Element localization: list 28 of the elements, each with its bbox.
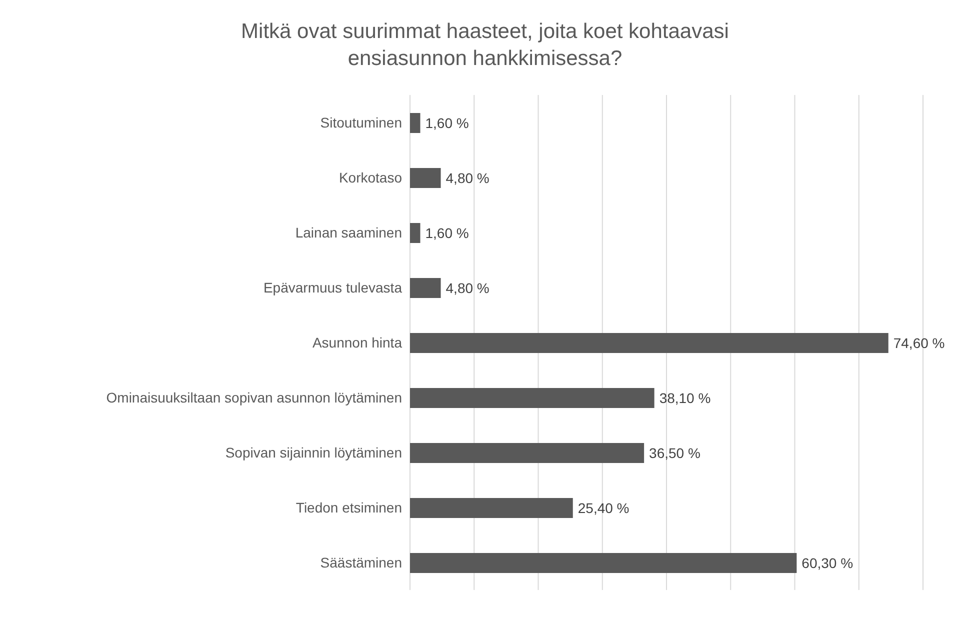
y-tick-label: Epävarmuus tulevasta [263,279,402,296]
y-tick-label: Säästäminen [320,554,402,570]
data-label: 38,10 % [659,390,711,406]
y-tick-label: Lainan saaminen [295,224,402,240]
y-tick-label: Sopivan sijainnin löytäminen [225,444,402,460]
bar [410,443,644,463]
bar [410,168,441,188]
data-label: 1,60 % [425,224,469,241]
y-tick-label: Tiedon etsiminen [296,499,402,516]
data-label: 4,80 % [446,170,490,186]
data-label: 74,60 % [893,334,945,351]
bar [410,388,654,408]
y-tick-label: Korkotaso [338,169,402,186]
data-label: 36,50 % [649,444,700,461]
data-label: 1,60 % [425,114,469,131]
y-tick-label: Sitoutuminen [320,114,402,130]
chart-title: Mitkä ovat suurimmat haasteet, joita koet kohtaavasi ensiasunnon hankkimisessa? [240,19,730,72]
bar [410,278,441,298]
bar [410,498,573,518]
data-label: 60,30 % [802,554,854,571]
bar [410,333,888,353]
data-label: 4,80 % [446,280,490,296]
data-label: 25,40 % [578,500,630,516]
y-tick-label: Ominaisuuksiltaan sopivan asunnon löytäminen [106,389,402,406]
bar [410,113,420,133]
bar [410,553,797,573]
bar [410,223,420,243]
y-tick-label: Asunnon hinta [312,334,402,350]
